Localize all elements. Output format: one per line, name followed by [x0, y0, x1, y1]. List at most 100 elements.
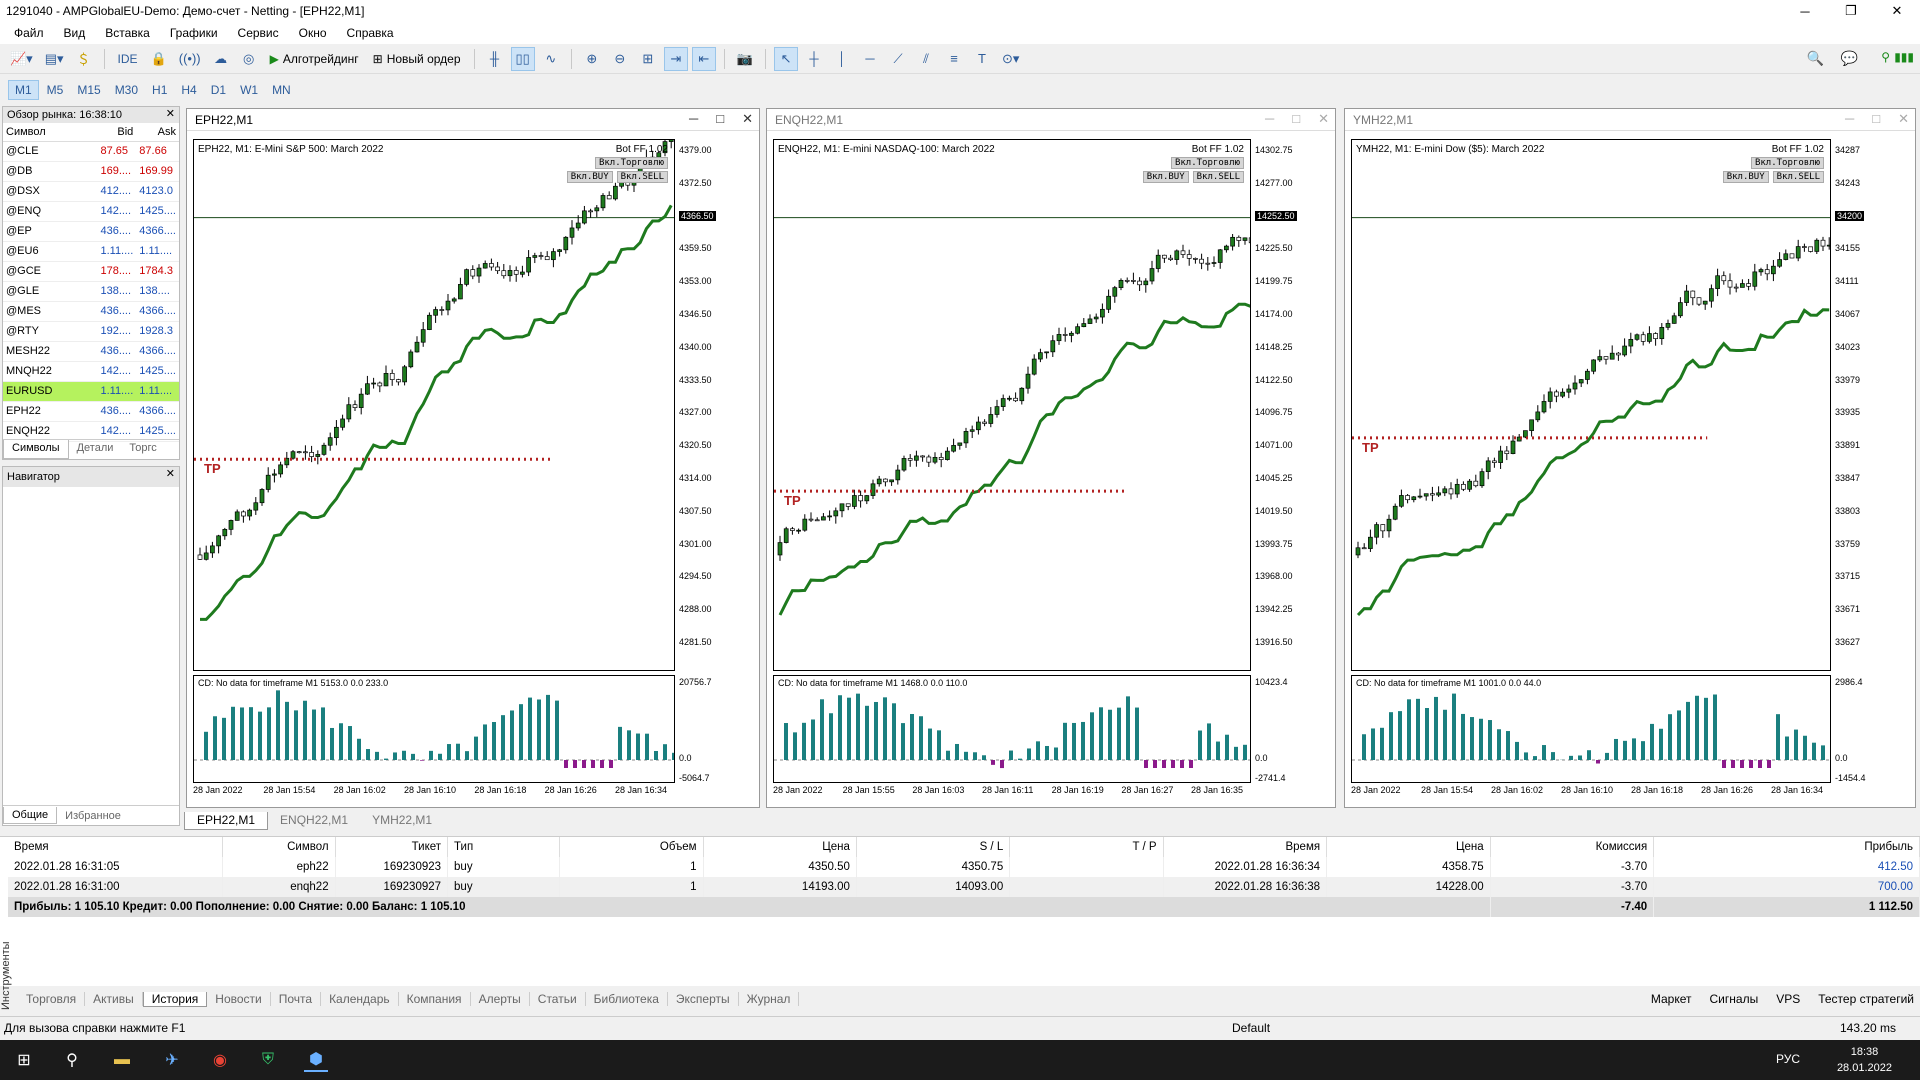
close-icon[interactable]: ✕: [165, 468, 175, 480]
enable-trading-button[interactable]: Вкл.Торговлю: [594, 157, 668, 169]
timeframe-mn[interactable]: MN: [272, 83, 291, 97]
navigator-item[interactable]: 1290330: Еле: [31, 488, 73, 507]
minimize-icon[interactable]: ─: [689, 111, 699, 126]
maximize-icon[interactable]: □: [1872, 111, 1881, 126]
market-watch-row[interactable]: @DB 169.... 169.99: [3, 161, 179, 182]
toolbox-tab[interactable]: История: [142, 991, 208, 1007]
market-watch-row[interactable]: @EU6 1.11.... 1.11....: [3, 241, 179, 262]
navigator-item[interactable]: Bot FF 1.(: [115, 488, 171, 507]
shield-app-icon[interactable]: ⛨: [261, 1051, 274, 1068]
history-col[interactable]: Символ: [222, 837, 336, 857]
price-axis[interactable]: 14302.75 14277.00 14252.50 14225.50 14199.75…: [1251, 139, 1331, 671]
account-icon[interactable]: ⚲: [1881, 50, 1890, 64]
market-watch-row[interactable]: @MES 436.... 4366....: [3, 301, 179, 322]
toolbox-side-tab[interactable]: Инструменты: [0, 941, 12, 1010]
enable-buy-button[interactable]: Вкл.BUY: [566, 171, 613, 183]
mail-app-icon[interactable]: ✈: [165, 1052, 179, 1069]
market-watch-row[interactable]: ENQH22 142.... 1425....: [3, 421, 179, 442]
enable-trading-button[interactable]: Вкл.Торговлю: [1170, 157, 1244, 169]
new-order-button[interactable]: ⊞ Новый ордер: [372, 51, 461, 66]
history-col[interactable]: Тикет: [335, 837, 449, 857]
history-col[interactable]: S / L: [856, 837, 1011, 857]
col-bid[interactable]: Bid: [97, 123, 137, 142]
service-tab[interactable]: Тестер стратегий: [1818, 992, 1914, 1006]
lock-icon[interactable]: 🔒: [150, 50, 167, 66]
history-col[interactable]: Прибыль: [1653, 837, 1920, 857]
time-axis[interactable]: 28 Jan 2022 28 Jan 15:54 28 Jan 16:02 28 Ja…: [1351, 785, 1831, 799]
minimize-icon[interactable]: ─: [1845, 111, 1855, 126]
market-watch-tab[interactable]: Детали: [76, 442, 114, 454]
enable-sell-button[interactable]: Вкл.SELL: [616, 171, 668, 183]
market-watch-row[interactable]: @RTY 192.... 1928.3: [3, 321, 179, 342]
autoscroll-icon[interactable]: ⇥: [663, 46, 688, 71]
market-watch-row[interactable]: @ENQ 142.... 1425....: [3, 201, 179, 222]
enable-buy-button[interactable]: Вкл.BUY: [1142, 171, 1189, 183]
toolbox-tab[interactable]: Эксперты: [668, 992, 739, 1006]
system-clock[interactable]: 18:38 28.01.2022: [1836, 1046, 1892, 1074]
timeframe-w1[interactable]: W1: [240, 83, 259, 97]
chart-window[interactable]: ENQH22,M1 ─ □ ✕ TP ENQH22, M1: E-mini NASDAQ-…: [766, 108, 1336, 808]
menu-item[interactable]: Файл: [14, 26, 44, 40]
navigator-item[interactable]: Bot FF 1.(: [171, 488, 179, 507]
toolbox-tab[interactable]: Журнал: [739, 992, 800, 1006]
toolbox-tab[interactable]: Новости: [207, 992, 271, 1006]
globe-icon[interactable]: ◎: [242, 50, 255, 66]
line-chart-icon[interactable]: ∿: [545, 50, 557, 66]
navigator-tab[interactable]: Общие: [3, 807, 58, 824]
timeframe-m30[interactable]: M30: [114, 83, 139, 97]
close-icon[interactable]: ✕: [1898, 111, 1909, 126]
vertical-line-icon[interactable]: │: [837, 51, 847, 66]
menu-item[interactable]: Вид: [63, 26, 86, 40]
notifications-icon[interactable]: 💬: [1840, 50, 1858, 66]
close-icon[interactable]: ✕: [165, 108, 175, 120]
timeframe-m1[interactable]: M1: [8, 80, 39, 100]
market-watch-row[interactable]: EURUSD 1.11.... 1.11....: [3, 381, 179, 402]
market-watch-row[interactable]: @DSX 412.... 4123.0: [3, 181, 179, 202]
chart-tab[interactable]: EPH22,M1: [184, 812, 269, 830]
service-tab[interactable]: Маркет: [1650, 992, 1692, 1006]
service-tab[interactable]: VPS: [1776, 992, 1801, 1006]
chart-window[interactable]: YMH22,M1 ─ □ ✕ TP YMH22, M1: E-mini Dow ($5):…: [1344, 108, 1916, 808]
chrome-icon[interactable]: ◉: [213, 1052, 227, 1069]
indicator-pane[interactable]: CD: No data for timeframe M1 5153.0 0.0 …: [193, 675, 675, 783]
maximize-icon[interactable]: □: [716, 111, 725, 126]
market-watch-row[interactable]: @GCE 178.... 1784.3: [3, 261, 179, 282]
market-watch-row[interactable]: MNQH22 142.... 1425....: [3, 361, 179, 382]
history-col[interactable]: T / P: [1009, 837, 1164, 857]
indicator-pane[interactable]: CD: No data for timeframe M1 1468.0 0.0 …: [773, 675, 1251, 783]
price-chart[interactable]: TP EPH22, M1: E-Mini S&P 500: March 2022 B…: [193, 139, 675, 671]
market-watch-row[interactable]: @EP 436.... 4366....: [3, 221, 179, 242]
history-col[interactable]: Цена: [1326, 837, 1491, 857]
chart-tab[interactable]: YMH22,M1: [372, 813, 433, 827]
service-tab[interactable]: Сигналы: [1709, 992, 1759, 1006]
signal-icon[interactable]: ((•)): [178, 51, 201, 66]
fibo-icon[interactable]: ≡: [950, 51, 958, 66]
market-watch-row[interactable]: @CLE 87.65 87.66: [3, 141, 179, 162]
menu-item[interactable]: Вставка: [105, 26, 150, 40]
chart-window-header[interactable]: EPH22,M1 ─ □ ✕: [187, 109, 759, 131]
market-watch-tab[interactable]: Символы: [3, 440, 69, 459]
navigator-item[interactable]: 1291040: Еі: [73, 488, 115, 507]
timeframe-m15[interactable]: M15: [77, 83, 101, 97]
navigator-item[interactable]: AMPGlobalEU-D: [3, 488, 31, 507]
input-language[interactable]: РУС: [1775, 1052, 1800, 1066]
timeframe-h1[interactable]: H1: [152, 83, 168, 97]
trendline-icon[interactable]: ⟋: [893, 50, 903, 66]
history-col[interactable]: Время: [8, 837, 224, 857]
chart-tab[interactable]: ENQH22,M1: [280, 813, 349, 827]
enable-sell-button[interactable]: Вкл.SELL: [1772, 171, 1824, 183]
navigator-tab[interactable]: Избранное: [65, 809, 121, 822]
history-col[interactable]: Время: [1163, 837, 1328, 857]
crosshair-icon[interactable]: ┼: [809, 51, 819, 66]
chart-window-header[interactable]: ENQH22,M1 ─ □ ✕: [767, 109, 1335, 131]
enable-buy-button[interactable]: Вкл.BUY: [1722, 171, 1769, 183]
toolbox-tab[interactable]: Статьи: [530, 992, 586, 1006]
horizontal-line-icon[interactable]: ─: [865, 51, 875, 66]
timeframe-m5[interactable]: M5: [46, 83, 64, 97]
restore-icon[interactable]: ❐: [1845, 3, 1857, 18]
dollar-icon[interactable]: ＄: [77, 52, 91, 67]
chart-window-header[interactable]: YMH22,M1 ─ □ ✕: [1345, 109, 1915, 131]
price-chart[interactable]: TP YMH22, M1: E-mini Dow ($5): March 2022…: [1351, 139, 1831, 671]
col-symbol[interactable]: Символ: [3, 123, 98, 142]
history-col[interactable]: Тип: [447, 837, 561, 857]
